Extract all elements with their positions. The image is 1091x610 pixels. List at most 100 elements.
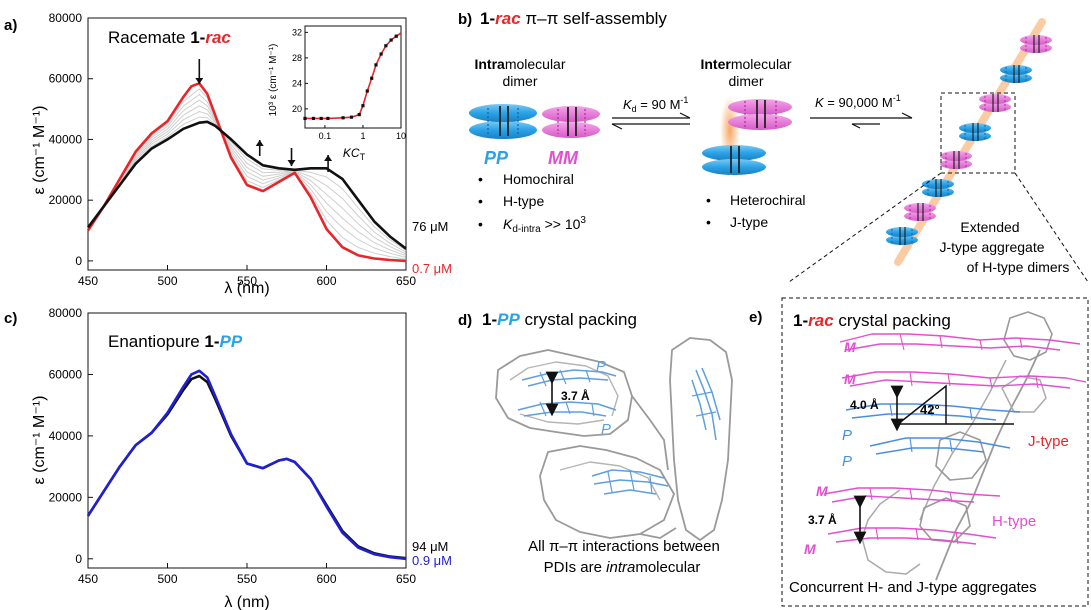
panel-c-y-ticks: 0 20000 40000 60000 80000 <box>49 306 93 566</box>
panel-c-conc-high: 94 μM <box>412 539 448 554</box>
panel-a-y-axis-label: ε (cm⁻¹ M⁻¹) <box>31 106 48 195</box>
x-tick-label: 600 <box>316 274 336 288</box>
intermediate-series-line <box>87 93 407 258</box>
bullet-j-type: J-type <box>730 214 768 230</box>
mm-dimer-unit <box>940 151 972 169</box>
y-tick-label: 60000 <box>49 367 83 381</box>
panel-c-conc-low: 0.9 μM <box>412 553 452 568</box>
zoom-line-left <box>788 172 942 283</box>
pp-crystal-structure <box>495 337 733 541</box>
trend-arrow-head <box>255 140 264 146</box>
y-tick-label: 60000 <box>49 72 83 86</box>
inter-dimer-heading-line2: dimer <box>728 73 763 89</box>
p-label-e1: P <box>842 427 852 444</box>
bullet-kd-intra: Kd-intra >> 103 <box>503 215 586 235</box>
m-label-4: M <box>804 541 816 557</box>
kd-label: Kd = 90 M-1 <box>623 95 688 114</box>
panel-a-title: Racemate 1-rac <box>108 28 231 47</box>
x-tick-label: 650 <box>396 572 416 586</box>
y-tick-label: 80000 <box>49 11 83 25</box>
inset-data-point <box>303 116 307 121</box>
pp-dimer-icon <box>469 104 537 139</box>
x-tick-label: 600 <box>316 572 336 586</box>
panel-e-label: e) <box>749 309 762 326</box>
inset-data-point <box>341 116 345 120</box>
inset-data-point <box>349 115 354 119</box>
distance-label-d: 3.7 Å <box>561 388 590 403</box>
panel-d: d) 1-PP crystal packing P P 3.7 Å All <box>458 310 733 576</box>
pp-dimer-unit <box>959 123 991 141</box>
panel-e-title: 1-rac crystal packing <box>793 311 951 330</box>
bullet-homochiral: Homochiral <box>503 171 574 187</box>
zoom-box <box>940 92 1016 174</box>
y-tick-label: 80000 <box>49 306 83 320</box>
inset-plot <box>303 32 402 121</box>
equilibrium-arrow-k: K = 90,000 M-1 <box>810 93 913 129</box>
inset-y-tick-label: 20 <box>292 104 302 114</box>
panel-c-plot-frame <box>87 312 407 569</box>
panel-a-label: a) <box>4 17 17 34</box>
inset-y-tick-label: 32 <box>292 27 302 37</box>
trend-arrow-head <box>324 155 333 161</box>
bullet-h-type: H-type <box>503 193 544 209</box>
inset-x-tick-label: 1 <box>360 131 365 141</box>
inset-data-point <box>311 116 316 121</box>
intermediate-series-line <box>87 99 407 257</box>
trend-arrow-head <box>287 160 296 166</box>
inset-x-axis-label: KCT <box>343 146 366 162</box>
panel-c-y-axis-label: ε (cm⁻¹ M⁻¹) <box>31 396 48 485</box>
inset-x-tick-label: 10 <box>396 131 406 141</box>
angle-label: 42° <box>920 402 940 417</box>
panel-a: a) 0 20000 40000 60000 80000 450 500 550 600 650… <box>4 11 452 297</box>
p-label-e2: P <box>842 453 852 470</box>
y-tick-label: 0 <box>75 254 82 268</box>
inset-data-point <box>319 116 323 121</box>
panel-b-title: 1-rac π–π self-assembly <box>480 9 667 28</box>
inter-dimer-icon <box>702 96 792 175</box>
distance-label-e-bottom: 3.7 Å <box>808 512 837 527</box>
rac-crystal-structure <box>823 311 1087 581</box>
mm-dimer-icon <box>542 106 600 138</box>
bullet-list-inter: • Heterochiral • J-type <box>706 192 805 230</box>
k-label: K = 90,000 M-1 <box>815 93 901 110</box>
x-tick-label: 500 <box>157 274 177 288</box>
extended-line3: of H-type dimers <box>967 259 1070 275</box>
panel-c: c) 0 20000 40000 60000 80000 450 500 550 600 650… <box>4 306 452 610</box>
inter-dimer-heading: Intermolecular <box>700 56 791 72</box>
svg-text:•: • <box>478 171 483 187</box>
panel-b-label: b) <box>458 11 472 28</box>
inset-data-point <box>361 104 365 108</box>
inset-data-point <box>389 38 393 42</box>
inset-data-point <box>379 52 383 56</box>
x-tick-label: 450 <box>78 572 98 586</box>
panel-a-y-ticks: 0 20000 40000 60000 80000 <box>49 11 93 268</box>
mm-dimer-unit <box>904 203 936 221</box>
panel-c-curves <box>86 369 407 561</box>
x-tick-label: 450 <box>78 274 98 288</box>
x-tick-label: 550 <box>237 572 257 586</box>
bullet-heterochiral: Heterochiral <box>730 192 805 208</box>
inset-data-point <box>374 63 378 67</box>
bullet-list-intra: • Homochiral • H-type • Kd-intra >> 103 <box>478 171 586 235</box>
inset-data-point <box>384 44 388 48</box>
svg-text:•: • <box>706 214 711 230</box>
panel-d-caption-line1: All π–π interactions between <box>528 538 720 555</box>
inset-frame <box>304 25 402 129</box>
panel-a-x-ticks: 450 500 550 600 650 <box>78 265 416 288</box>
inset-data-point <box>357 113 361 117</box>
y-tick-label: 40000 <box>49 429 83 443</box>
j-aggregate-glow <box>894 18 1046 266</box>
intra-dimer-heading: Intramolecular <box>474 56 565 72</box>
panel-e: e) 1-rac crystal packing <box>749 297 1089 607</box>
intra-dimer-heading-line2: dimer <box>502 73 537 89</box>
intermediate-series-line <box>87 110 407 253</box>
svg-text:•: • <box>478 216 483 232</box>
inset-y-tick-label: 28 <box>292 53 302 63</box>
intermediate-series-line <box>87 116 407 251</box>
h-type-label: H-type <box>992 513 1036 530</box>
panel-a-curves <box>86 82 407 263</box>
zoom-line-right <box>1014 172 1089 283</box>
inset-data-point <box>394 34 398 38</box>
intermediate-series-line <box>87 105 407 255</box>
x-tick-label: 650 <box>396 274 416 288</box>
